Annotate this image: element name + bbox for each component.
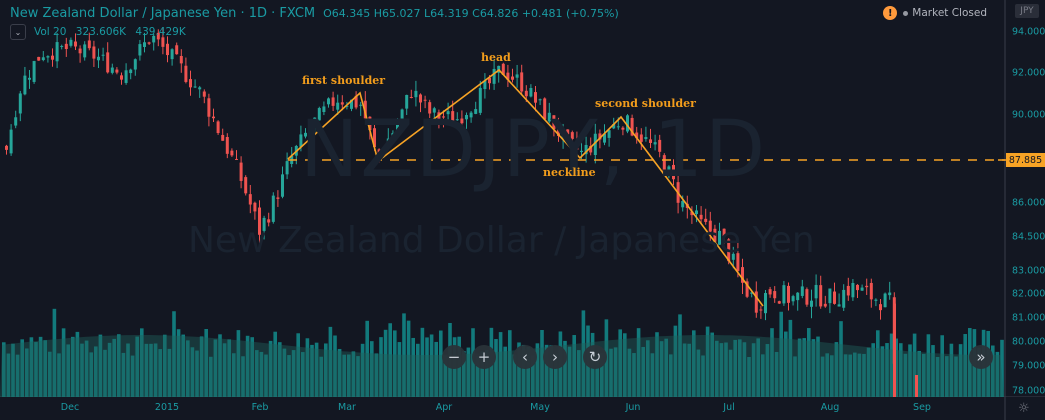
- y-tick: 92.000: [1012, 67, 1045, 79]
- x-tick: Jun: [625, 402, 641, 413]
- y-tick: 86.000: [1012, 197, 1045, 209]
- x-tick: Feb: [251, 402, 269, 413]
- watermark-name: New Zealand Dollar / Japanese Yen: [188, 220, 815, 261]
- x-tick: May: [530, 402, 550, 413]
- y-tick: 83.000: [1012, 265, 1045, 277]
- label-neckline: neckline: [543, 166, 596, 179]
- zoom-in-button[interactable]: +: [472, 345, 496, 369]
- label-second-shoulder: second shoulder: [595, 97, 696, 110]
- ohlc-values: O64.345 H65.027 L64.319 C64.826 +0.481 (…: [323, 7, 619, 20]
- volume-legend: ⌄ Vol 20 323.606K 439.429K: [10, 23, 192, 41]
- change-value: +0.481 (+0.75%): [521, 6, 619, 20]
- y-tick: 84.500: [1012, 231, 1045, 243]
- chart-settings-icon[interactable]: ☼: [1018, 401, 1030, 416]
- status-dot-icon: [903, 10, 909, 16]
- x-tick: Jul: [723, 402, 735, 413]
- x-tick: Aug: [820, 402, 840, 413]
- reset-chart-button[interactable]: ↻: [583, 345, 607, 369]
- collapse-legend-button[interactable]: ⌄: [10, 24, 26, 40]
- chevron-down-icon: ⌄: [14, 27, 22, 37]
- y-tick: 81.000: [1012, 312, 1045, 324]
- low-value: L64.319: [424, 6, 469, 20]
- neckline-price-tag: 87.885: [1006, 153, 1045, 167]
- high-value: H65.027: [373, 6, 421, 20]
- scroll-right-button[interactable]: ›: [543, 345, 567, 369]
- open-value: O64.345: [323, 6, 371, 20]
- x-tick: Dec: [60, 402, 80, 413]
- chevron-left-icon: ‹: [522, 348, 528, 366]
- currency-badge[interactable]: JPY: [1015, 4, 1039, 18]
- y-tick: 94.000: [1012, 26, 1045, 38]
- symbol-title[interactable]: New Zealand Dollar / Japanese Yen · 1D ·…: [10, 5, 316, 21]
- watermark-symbol: NZDJPY, 1D: [300, 105, 768, 195]
- scroll-left-button[interactable]: ‹: [513, 345, 537, 369]
- y-tick: 90.000: [1012, 109, 1045, 121]
- minus-icon: −: [447, 348, 461, 366]
- market-status-text: Market Closed: [912, 7, 987, 19]
- label-first-shoulder: first shoulder: [302, 74, 386, 87]
- chart-legend-header: New Zealand Dollar / Japanese Yen · 1D ·…: [10, 4, 619, 22]
- x-tick: Apr: [435, 402, 453, 413]
- x-tick: Sep: [913, 402, 931, 413]
- x-tick: 2015: [154, 402, 180, 413]
- volume-value: 323.606K: [75, 26, 127, 38]
- jump-to-latest-button[interactable]: »: [969, 345, 993, 369]
- market-status: ! Market Closed: [883, 6, 987, 20]
- y-tick: 78.000: [1012, 385, 1045, 397]
- close-value: C64.826: [472, 6, 519, 20]
- double-chevron-right-icon: »: [976, 348, 986, 366]
- volume-ma-value: 439.429K: [135, 26, 186, 38]
- y-tick: 82.000: [1012, 288, 1045, 300]
- volume-label: Vol 20: [34, 26, 67, 38]
- warning-icon[interactable]: !: [883, 6, 898, 20]
- reset-icon: ↻: [588, 348, 602, 366]
- plus-icon: +: [477, 348, 491, 366]
- zoom-out-button[interactable]: −: [442, 345, 466, 369]
- y-tick: 80.000: [1012, 336, 1045, 348]
- x-tick: Mar: [338, 402, 356, 413]
- label-head: head: [481, 51, 511, 64]
- y-tick: 79.000: [1012, 360, 1045, 372]
- chevron-right-icon: ›: [552, 348, 558, 366]
